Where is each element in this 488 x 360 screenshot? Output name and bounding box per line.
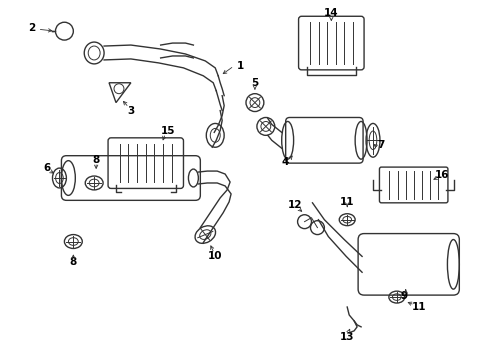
Text: 2: 2 <box>28 23 35 33</box>
Text: 8: 8 <box>70 257 77 267</box>
Text: 12: 12 <box>287 200 301 210</box>
Text: 7: 7 <box>376 140 384 150</box>
Text: 3: 3 <box>127 105 134 116</box>
Text: 11: 11 <box>410 302 425 312</box>
Text: 1: 1 <box>236 61 243 71</box>
Text: 4: 4 <box>281 157 288 167</box>
Text: 10: 10 <box>207 251 222 261</box>
Text: 13: 13 <box>339 332 354 342</box>
Text: 14: 14 <box>324 8 338 18</box>
Text: 8: 8 <box>92 155 100 165</box>
Text: 15: 15 <box>160 126 175 136</box>
Text: 16: 16 <box>434 170 449 180</box>
Text: 9: 9 <box>399 291 407 301</box>
Text: 6: 6 <box>43 163 50 173</box>
Text: 5: 5 <box>251 78 258 88</box>
Text: 11: 11 <box>339 197 354 207</box>
